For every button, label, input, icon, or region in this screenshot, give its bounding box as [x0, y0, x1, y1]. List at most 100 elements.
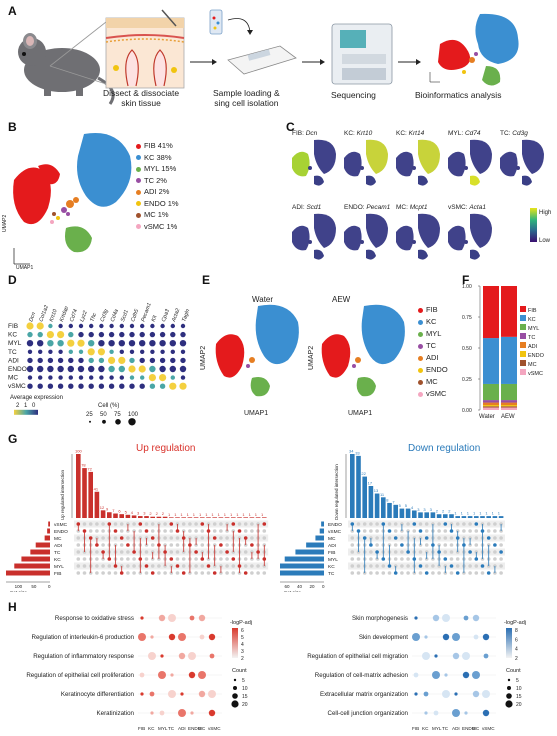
legend-swatch: [418, 391, 423, 397]
color-legend-tick: 2: [515, 656, 518, 662]
dot: [119, 375, 125, 380]
go-dot: [189, 615, 195, 621]
matrix-dot: [350, 557, 355, 561]
dot: [77, 365, 85, 373]
bar-FIB: [501, 286, 517, 337]
x-tick: ENDO: [188, 726, 202, 730]
feature-plot-Mcpt1: [396, 213, 440, 260]
bar-TC: [483, 400, 499, 403]
matrix-dot: [250, 522, 254, 526]
expr-tick: 1: [24, 403, 28, 409]
legend-swatch: [136, 201, 141, 207]
matrix-dot: [480, 564, 485, 568]
matrix-dot: [200, 536, 205, 540]
matrix-dot: [474, 571, 479, 575]
dot: [119, 383, 125, 389]
set-size-bar: [319, 528, 324, 534]
category-label: AEW: [501, 414, 515, 420]
legend-swatch: [136, 224, 141, 230]
intersection-bar: [492, 516, 498, 518]
go-term: Skin morphogenesis: [352, 615, 408, 622]
matrix-dot: [101, 543, 105, 547]
set-size-label: Set size: [284, 590, 301, 592]
matrix-dot: [243, 557, 248, 561]
matrix-dot: [150, 571, 155, 575]
intersection-bar: [169, 517, 174, 518]
matrix-dot: [486, 529, 491, 533]
intersection-bar: [125, 514, 131, 518]
matrix-dot: [486, 536, 491, 540]
intersection-bar: [113, 513, 118, 518]
matrix-dot: [163, 536, 167, 540]
matrix-dot: [418, 564, 423, 568]
matrix-dot: [194, 571, 198, 575]
dot: [47, 340, 54, 347]
legend-label: TC: [426, 341, 436, 350]
legend-swatch: [136, 155, 141, 161]
matrix-dot: [113, 529, 118, 533]
go-dot: [198, 690, 206, 698]
dot: [129, 323, 135, 329]
matrix-dot: [474, 529, 479, 533]
dot: [140, 349, 145, 354]
feature-plots-svg: FIB: Dcn KC: Krt10 KC: Krt14 MYL: Cd74 TC: C…: [292, 130, 551, 260]
dot: [68, 349, 73, 354]
matrix-dot: [455, 571, 460, 575]
go-term: Regulation of inflammatory response: [33, 653, 134, 660]
matrix-dot: [219, 550, 223, 554]
matrix-dot: [150, 536, 155, 540]
go-dot: [454, 692, 458, 696]
bar-FIB: [483, 286, 499, 339]
dot: [180, 375, 186, 380]
matrix-dot: [200, 522, 205, 526]
matrix-dot: [237, 529, 242, 533]
legend-swatch: [136, 189, 141, 195]
matrix-dot: [188, 522, 192, 526]
bar-value: 1: [180, 512, 183, 517]
intersection-bar: [387, 502, 392, 518]
dot: [149, 357, 156, 364]
count-legend-dot: [233, 678, 237, 682]
matrix-dot: [369, 557, 373, 561]
dot: [159, 365, 166, 373]
legend-swatch: [418, 343, 423, 349]
matrix-dot: [499, 543, 503, 547]
dot: [27, 375, 33, 380]
dot: [89, 375, 94, 380]
dot: [98, 383, 105, 389]
intersection-bar: [443, 514, 448, 518]
legend-swatch: [418, 367, 423, 373]
matrix-dot: [375, 564, 379, 568]
dot: [67, 365, 74, 373]
row-label: MYL: [8, 340, 22, 347]
set-axis-tick: 60: [285, 584, 291, 589]
matrix-dot: [169, 557, 174, 561]
dot: [88, 340, 95, 347]
matrix-dot: [486, 522, 491, 526]
feature-title: TC: Cd3g: [500, 130, 528, 137]
matrix-dot: [169, 522, 174, 526]
gene-label: Cpa3: [161, 309, 171, 323]
go-dot: [209, 653, 215, 659]
dot: [109, 323, 114, 329]
dot: [119, 331, 125, 338]
matrix-dot: [424, 536, 429, 540]
bar-value: 2: [156, 511, 159, 516]
ytick: 0.25: [462, 377, 472, 383]
matrix-dot: [424, 529, 429, 533]
legend-swatch: [418, 331, 423, 337]
legend-label: KC: [426, 317, 437, 326]
go-term: Response to oxidative stress: [55, 615, 134, 622]
matrix-dot: [424, 543, 429, 547]
feature-plot-Dcn: [292, 139, 336, 186]
bar-value: 41: [94, 486, 99, 491]
bar-TC: [501, 400, 517, 403]
set-size-bar: [280, 570, 324, 576]
dot: [68, 323, 73, 329]
go-dot: [414, 692, 418, 696]
matrix-dot: [468, 529, 472, 533]
legend-swatch: [520, 324, 526, 330]
matrix-dot: [225, 557, 229, 561]
x-tick: ENDO: [462, 726, 476, 730]
matrix-dot: [443, 557, 448, 561]
